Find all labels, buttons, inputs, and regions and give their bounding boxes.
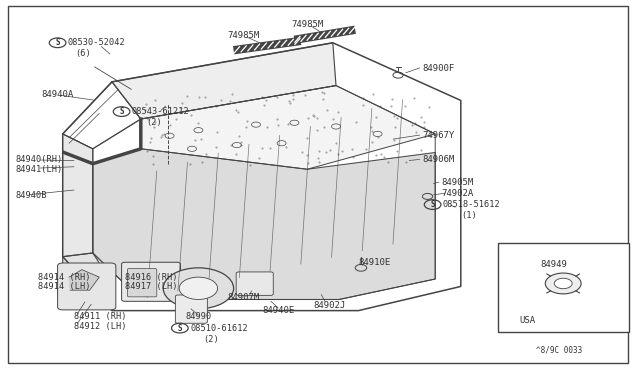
Text: (2): (2) (204, 335, 220, 344)
Text: 84912 (LH): 84912 (LH) (74, 322, 126, 331)
Polygon shape (141, 86, 435, 169)
Text: 84911 (RH): 84911 (RH) (74, 312, 126, 321)
Polygon shape (93, 149, 435, 299)
Text: 84917 (LH): 84917 (LH) (125, 282, 177, 291)
Text: 84905M: 84905M (442, 178, 474, 187)
Text: ^8/9C 0033: ^8/9C 0033 (536, 346, 582, 355)
Text: 08543-61212: 08543-61212 (132, 107, 189, 116)
Circle shape (545, 273, 581, 294)
Text: (2): (2) (146, 118, 162, 127)
Text: S: S (177, 324, 182, 333)
Text: USA: USA (520, 316, 536, 325)
Text: 84902J: 84902J (314, 301, 346, 310)
Polygon shape (63, 253, 112, 285)
Text: 84900F: 84900F (422, 64, 454, 73)
Circle shape (179, 277, 218, 299)
Circle shape (554, 278, 572, 289)
Text: 84914 (LH): 84914 (LH) (38, 282, 91, 291)
Text: 74985M: 74985M (227, 31, 259, 40)
Text: 84949: 84949 (541, 260, 568, 269)
Text: S: S (119, 107, 124, 116)
Text: (1): (1) (461, 211, 477, 220)
Text: S: S (430, 200, 435, 209)
Polygon shape (69, 270, 99, 290)
Text: S: S (55, 38, 60, 47)
Circle shape (163, 268, 234, 309)
Text: 84907M: 84907M (227, 293, 259, 302)
Polygon shape (63, 134, 93, 257)
Text: 84940(RH): 84940(RH) (16, 155, 63, 164)
Text: 74985M: 74985M (291, 20, 323, 29)
Text: 84910E: 84910E (358, 258, 390, 267)
FancyBboxPatch shape (175, 295, 207, 323)
Text: 84941(LH): 84941(LH) (16, 165, 63, 174)
FancyBboxPatch shape (236, 272, 273, 295)
FancyBboxPatch shape (58, 263, 116, 310)
Polygon shape (112, 43, 336, 119)
Text: (6): (6) (76, 49, 92, 58)
Text: 08530-52042: 08530-52042 (68, 38, 125, 47)
Bar (498, 243, 629, 332)
Text: 84940A: 84940A (42, 90, 74, 99)
Text: 84940E: 84940E (262, 306, 294, 315)
Text: 84914 (RH): 84914 (RH) (38, 273, 91, 282)
FancyBboxPatch shape (122, 262, 180, 301)
Text: 08510-61612: 08510-61612 (190, 324, 248, 333)
Text: 74967Y: 74967Y (422, 131, 454, 140)
Text: 84916 (RH): 84916 (RH) (125, 273, 177, 282)
Text: 84990: 84990 (186, 312, 212, 321)
Text: 84940B: 84940B (16, 191, 47, 200)
FancyBboxPatch shape (127, 269, 157, 297)
Text: 08518-51612: 08518-51612 (443, 200, 500, 209)
Text: 84906M: 84906M (422, 155, 454, 164)
Text: 74902A: 74902A (442, 189, 474, 198)
